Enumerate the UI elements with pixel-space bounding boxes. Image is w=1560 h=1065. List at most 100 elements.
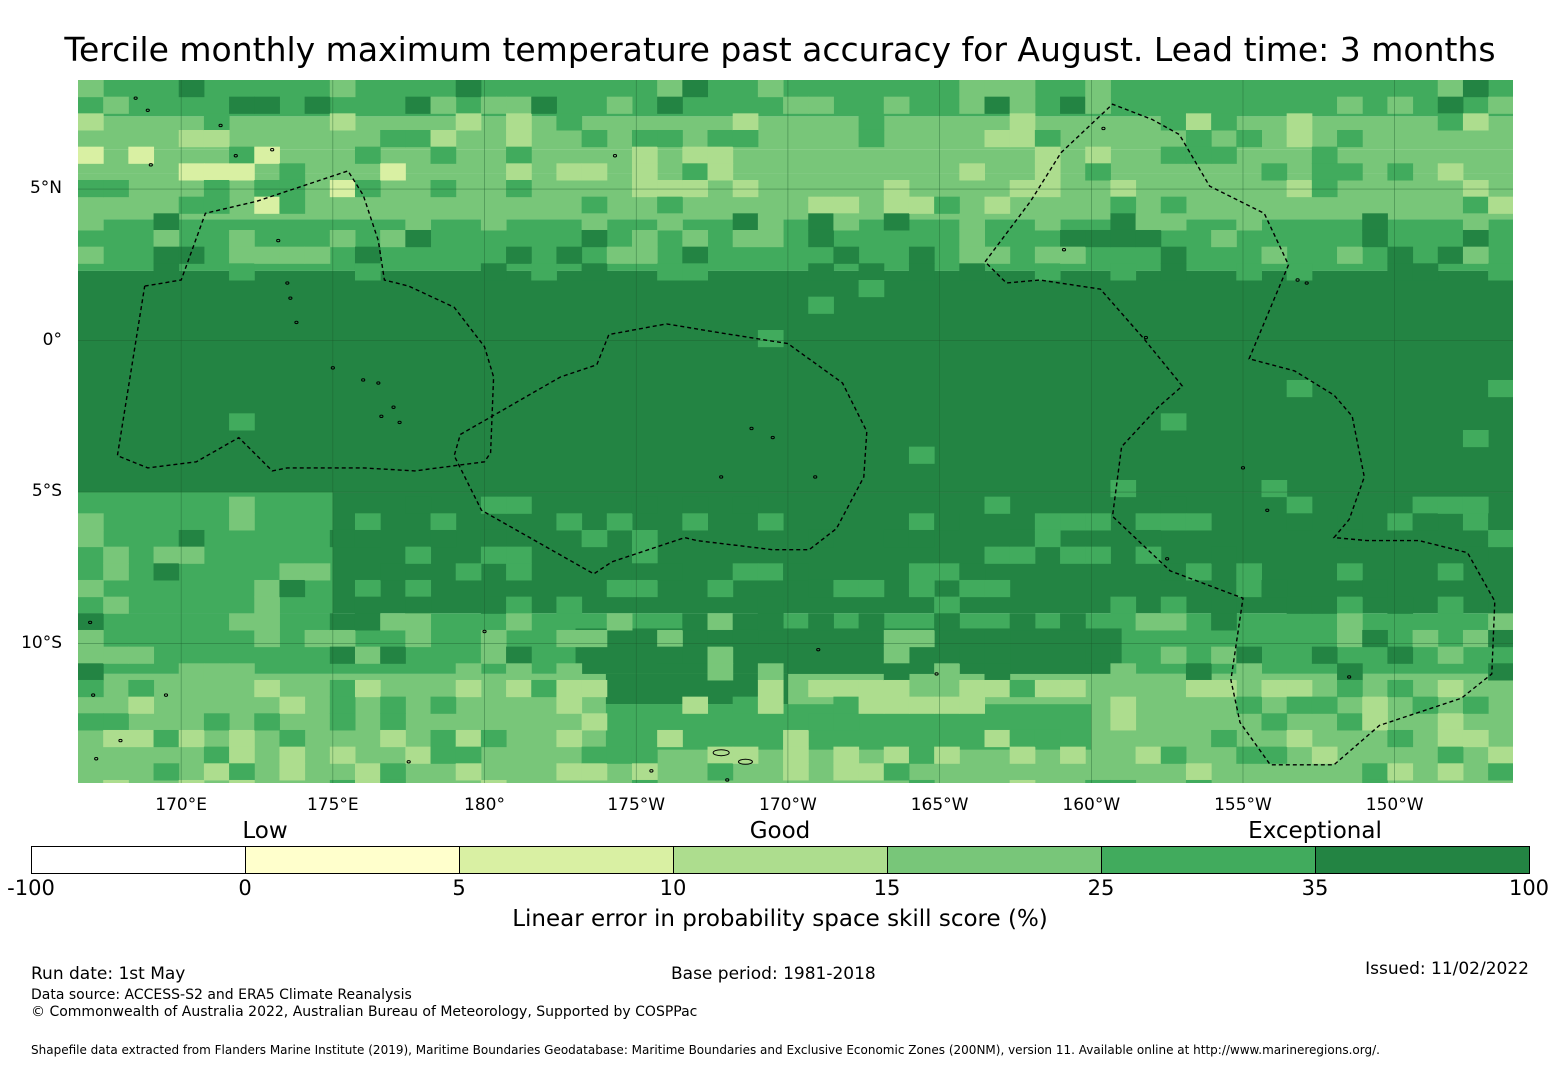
skill-cell xyxy=(657,129,683,148)
skill-cell xyxy=(1236,746,1262,764)
skill-cell xyxy=(682,229,709,248)
island-coast xyxy=(1101,126,1106,131)
skill-cell xyxy=(304,246,331,264)
skill-cell xyxy=(1009,546,1036,564)
skill-cell xyxy=(1009,679,1036,698)
colorbar-bin xyxy=(1315,846,1530,874)
skill-cell xyxy=(757,80,784,98)
skill-cell xyxy=(1286,263,1313,281)
skill-cell xyxy=(1009,129,1036,148)
skill-cell xyxy=(405,213,432,231)
skill-cell xyxy=(229,779,255,783)
skill-cell xyxy=(1437,679,1464,698)
skill-cell xyxy=(858,579,885,598)
skill-cell xyxy=(682,146,709,164)
island-coast xyxy=(145,108,150,113)
skill-cell xyxy=(858,279,885,298)
island-coast xyxy=(361,378,366,382)
skill-cells xyxy=(78,80,1513,783)
skill-cell xyxy=(1462,80,1489,98)
skill-cell xyxy=(783,563,809,581)
skill-cell xyxy=(959,96,986,114)
skill-cell xyxy=(329,613,356,631)
skill-cell xyxy=(757,329,784,348)
skill-cell xyxy=(354,579,381,598)
skill-cell xyxy=(682,696,709,714)
skill-band xyxy=(78,270,1513,493)
skill-cell xyxy=(1387,263,1414,281)
skill-cell xyxy=(1488,596,1513,614)
skill-cell xyxy=(1337,246,1363,264)
skill-cell xyxy=(1135,746,1162,764)
skill-cell xyxy=(934,613,960,631)
skill-cell xyxy=(1437,496,1464,514)
skill-cell xyxy=(1211,113,1237,131)
run-date: Run date: 1st May xyxy=(31,964,186,984)
skill-cell xyxy=(1387,596,1414,614)
skill-cell xyxy=(606,246,633,264)
lat-tick-label: 5°S xyxy=(31,481,62,502)
skill-cell xyxy=(531,263,557,281)
data-source: Data source: ACCESS-S2 and ERA5 Climate … xyxy=(31,987,412,1003)
skill-cell xyxy=(1311,746,1338,764)
skill-cell xyxy=(229,413,255,431)
skill-cell xyxy=(1160,146,1187,164)
skill-cell xyxy=(732,129,759,148)
skill-cell xyxy=(732,563,759,581)
skill-cell xyxy=(1437,646,1464,664)
skill-cell xyxy=(254,629,280,648)
skill-cell xyxy=(1337,713,1363,731)
island-coast xyxy=(294,320,299,325)
skill-cell xyxy=(78,579,104,598)
skill-cell xyxy=(556,163,583,181)
skill-cell xyxy=(1261,479,1288,498)
skill-cell xyxy=(883,696,910,714)
lat-tick-label: 5°N xyxy=(29,178,62,199)
skill-cell xyxy=(984,646,1011,664)
skill-cell xyxy=(657,96,683,114)
skill-cell xyxy=(757,596,784,614)
skill-cell xyxy=(581,196,608,214)
skill-cell xyxy=(103,779,129,783)
skill-cell xyxy=(480,729,507,748)
skill-cell xyxy=(1337,679,1363,698)
skill-cell xyxy=(1009,113,1036,131)
skill-cell xyxy=(354,613,381,631)
skill-cell xyxy=(153,563,180,581)
skill-cell xyxy=(1387,246,1414,264)
shapefile-note: Shapefile data extracted from Flanders M… xyxy=(31,1043,1380,1057)
skill-cell xyxy=(455,663,482,681)
skill-cell xyxy=(1060,746,1086,764)
coastlines xyxy=(88,96,1352,782)
skill-cell xyxy=(279,163,306,181)
skill-cell xyxy=(682,179,709,198)
eez-boundaries xyxy=(116,103,1496,766)
skill-cell xyxy=(405,229,432,248)
island-coast xyxy=(94,757,99,761)
skill-cell xyxy=(934,563,960,581)
skill-cell xyxy=(833,196,860,214)
skill-cell xyxy=(1185,679,1212,698)
skill-cell xyxy=(354,679,381,698)
skill-cell xyxy=(581,129,608,148)
skill-cell xyxy=(506,596,532,614)
island-coast xyxy=(813,475,818,479)
skill-cell xyxy=(1261,579,1288,598)
skill-cell xyxy=(1110,213,1137,231)
skill-cell xyxy=(732,229,759,248)
skill-cell xyxy=(329,646,356,664)
island-coast xyxy=(406,760,411,764)
skill-cell xyxy=(657,629,683,648)
skill-cell xyxy=(1185,129,1212,148)
skill-cell xyxy=(934,696,960,714)
island-coast xyxy=(719,475,724,479)
skill-cell xyxy=(178,779,205,783)
skill-cell xyxy=(405,613,432,631)
skill-cell xyxy=(556,113,583,131)
skill-cell xyxy=(1009,613,1036,631)
skill-cell xyxy=(707,629,734,648)
colorbar-bin xyxy=(459,846,674,874)
skill-cell xyxy=(430,729,457,748)
island-coast xyxy=(816,647,821,652)
skill-cell xyxy=(581,213,608,231)
